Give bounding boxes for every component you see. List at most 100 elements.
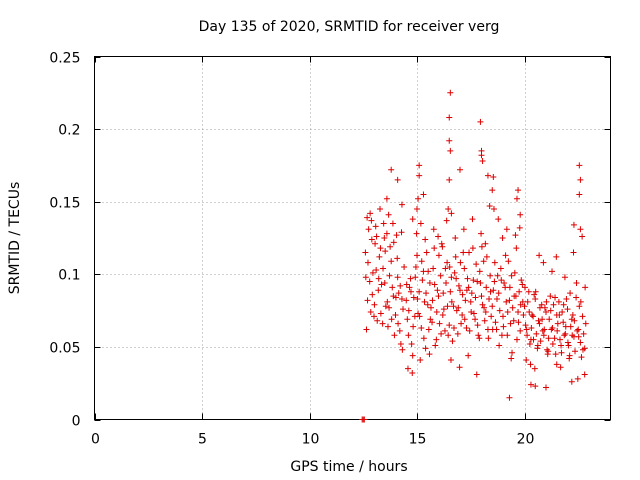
data-point (446, 176, 453, 183)
data-point (579, 313, 586, 320)
data-point (466, 249, 473, 256)
data-point (448, 298, 455, 305)
data-point (443, 217, 450, 224)
data-point (491, 259, 498, 266)
data-point (375, 287, 382, 294)
data-point (416, 172, 423, 179)
data-point (582, 284, 589, 291)
data-point (473, 261, 480, 268)
data-point (485, 335, 492, 342)
x-tick-label: 15 (409, 432, 427, 448)
data-point (446, 114, 453, 121)
data-point (385, 211, 392, 218)
data-point (527, 381, 534, 388)
data-point (447, 288, 454, 295)
data-point (577, 176, 584, 183)
data-point (530, 313, 537, 320)
data-point (386, 304, 393, 311)
data-point (501, 280, 508, 287)
data-point (410, 294, 417, 301)
data-point (494, 272, 501, 279)
data-point (389, 284, 396, 291)
data-point (568, 316, 575, 323)
data-point (398, 201, 405, 208)
data-point (366, 278, 373, 285)
y-tick-label: 0.15 (49, 196, 80, 212)
data-point (511, 269, 518, 276)
data-point (451, 269, 458, 276)
data-point (444, 303, 451, 310)
data-point (364, 214, 371, 221)
data-point (561, 274, 568, 281)
data-point (492, 319, 499, 326)
data-point (447, 356, 454, 363)
data-point (506, 297, 513, 304)
data-point (403, 297, 410, 304)
data-point (422, 236, 429, 243)
data-point (523, 356, 530, 363)
data-point (420, 335, 427, 342)
data-point (558, 342, 565, 349)
data-point (532, 288, 539, 295)
data-point (389, 220, 396, 227)
x-tick-label: 0 (91, 432, 100, 448)
data-point (419, 277, 426, 284)
data-point (553, 253, 560, 260)
data-point (533, 330, 540, 337)
data-point (409, 370, 416, 377)
data-point (474, 322, 481, 329)
data-point (375, 275, 382, 282)
data-point (559, 309, 566, 316)
data-point (426, 280, 433, 287)
data-point (470, 310, 477, 317)
data-point (520, 311, 527, 318)
data-point (510, 317, 517, 324)
data-point (508, 355, 515, 362)
data-point (516, 288, 523, 295)
data-point (486, 203, 493, 210)
y-tick-label: 0 (72, 414, 81, 430)
data-point (438, 330, 445, 337)
data-point (435, 252, 442, 259)
data-point (424, 301, 431, 308)
data-point (393, 232, 400, 239)
data-point (573, 280, 580, 287)
data-point (528, 325, 535, 332)
data-point (460, 249, 467, 256)
data-point (579, 346, 586, 353)
data-point (469, 216, 476, 223)
y-tick-label: 0.1 (58, 268, 80, 284)
data-point (364, 297, 371, 304)
data-point (478, 293, 485, 300)
data-point (404, 365, 411, 372)
data-point (532, 383, 539, 390)
data-point (416, 162, 423, 169)
data-point (434, 287, 441, 294)
data-point (461, 316, 468, 323)
data-point (430, 226, 437, 233)
data-point (390, 293, 397, 300)
data-point (526, 340, 533, 347)
data-point (529, 311, 536, 318)
data-point (496, 307, 503, 314)
data-point (452, 253, 459, 260)
data-point (575, 326, 582, 333)
data-point (511, 293, 518, 300)
data-point (446, 137, 453, 144)
data-point (371, 301, 378, 308)
data-point (513, 336, 520, 343)
data-point (560, 319, 567, 326)
data-point (417, 220, 424, 227)
data-point (409, 352, 416, 359)
data-point (558, 349, 565, 356)
data-point (539, 327, 546, 334)
data-point (456, 364, 463, 371)
data-point (535, 317, 542, 324)
data-point (452, 235, 459, 241)
data-point (481, 317, 488, 324)
data-point (581, 371, 588, 378)
data-point (443, 280, 450, 287)
data-point (544, 351, 551, 358)
data-point (532, 295, 539, 302)
data-point (377, 205, 384, 212)
